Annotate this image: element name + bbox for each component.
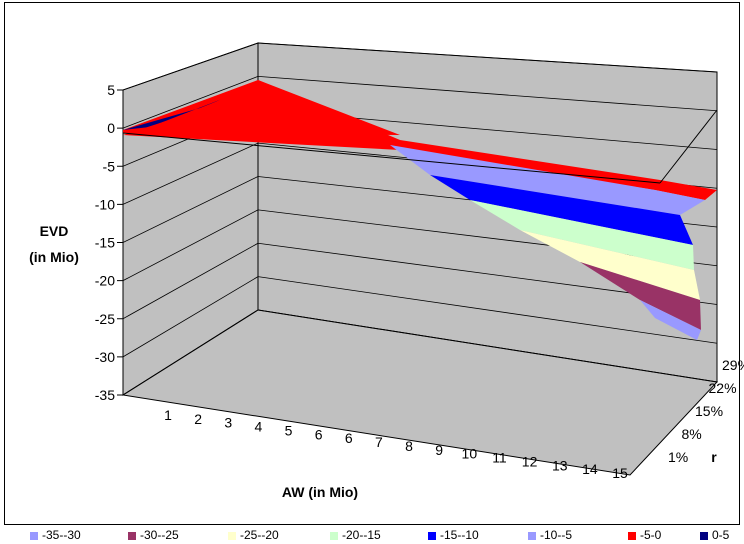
legend-swatch — [128, 531, 136, 540]
y-tick-label: 8% — [682, 426, 702, 442]
y-axis-title: r — [711, 449, 717, 465]
x-tick-label: 9 — [435, 442, 443, 458]
x-tick-label: 7 — [375, 434, 383, 450]
gridline-back — [257, 42, 718, 73]
gridline-side — [122, 76, 259, 129]
legend-label: -35--30 — [42, 528, 81, 542]
gridline-back — [257, 309, 718, 383]
surface — [122, 80, 718, 340]
legend-swatch — [700, 531, 708, 540]
x-tick-label: 12 — [522, 453, 538, 469]
x-tick-label: 3 — [224, 415, 232, 431]
gridline-back — [257, 75, 718, 112]
gridline-back — [257, 276, 718, 344]
x-tick-label: 11 — [492, 450, 507, 466]
gridline-side — [122, 276, 259, 358]
x-tick-label: 6 — [345, 430, 353, 446]
x-tick-label: 1 — [164, 407, 172, 423]
z-tick-label: -15 — [95, 235, 115, 251]
x-tick-label: 5 — [285, 422, 293, 438]
x-axis-title: AW (in Mio) — [282, 484, 358, 500]
y-tick-label: 1% — [668, 449, 688, 465]
z-axis: 5 0 -5 -10 -15 -20 -25 -30 -35 — [95, 82, 123, 403]
legend-label: -30--25 — [140, 528, 179, 542]
z-axis-title-line1: EVD — [40, 223, 69, 239]
z-tick-label: -5 — [103, 158, 116, 174]
surface-band-blue — [430, 175, 693, 245]
legend-label: -20--15 — [342, 528, 381, 542]
gridline-side — [122, 176, 259, 243]
x-tick-label: 6 — [315, 426, 323, 442]
legend-swatch — [428, 531, 436, 540]
y-axis: 29% 22% 15% 8% 1% — [668, 357, 744, 465]
surface-band-purple — [580, 262, 701, 330]
y-tick-label: 15% — [695, 403, 723, 419]
z-tick-label: -35 — [95, 387, 115, 403]
legend-label: -15--10 — [440, 528, 479, 542]
x-tick-label: 15 — [612, 465, 628, 481]
z-tick-label: -25 — [95, 311, 115, 327]
legend: -35--30 -30--25 -25--20 -20--15 -15--10 -10--… — [0, 526, 744, 544]
legend-swatch — [628, 531, 636, 540]
surface-plot: EVD (in Mio) AW (in Mio) r 5 0 -5 -10 -15 -20… — [29, 42, 744, 500]
y-tick-label: 29% — [722, 357, 744, 373]
legend-item: -20--15 — [330, 528, 381, 542]
legend-swatch — [30, 531, 38, 540]
z-tick-label: 5 — [107, 82, 115, 98]
x-tick-label: 14 — [582, 461, 598, 477]
z-tick-label: -10 — [95, 196, 115, 212]
surface-band-green — [470, 200, 694, 270]
surface-band-lavender — [640, 300, 701, 340]
legend-item: -30--25 — [128, 528, 179, 542]
x-tick-label: 8 — [405, 438, 413, 454]
x-tick-label: 10 — [462, 446, 478, 462]
legend-item: -35--30 — [30, 528, 81, 542]
x-tick-label: 2 — [194, 411, 202, 427]
legend-item: -25--20 — [228, 528, 279, 542]
gridlines — [122, 42, 718, 396]
legend-label: -25--20 — [240, 528, 279, 542]
x-tick-label: 13 — [552, 457, 568, 473]
x-tick-label: 4 — [255, 419, 263, 435]
surface-band-light — [390, 145, 705, 215]
legend-swatch — [330, 531, 338, 540]
legend-item: 0-5 — [700, 528, 729, 542]
surface-edge — [122, 132, 661, 184]
gridline-side — [122, 209, 259, 281]
legend-label: -10--5 — [540, 528, 573, 542]
z-tick-label: -30 — [95, 349, 115, 365]
z-tick-label: 0 — [107, 120, 115, 136]
surface-band-red — [123, 80, 717, 200]
legend-swatch — [528, 531, 536, 540]
z-axis-title-line2: (in Mio) — [29, 249, 79, 265]
legend-label: 0-5 — [712, 528, 730, 542]
legend-item: -5-0 — [628, 528, 661, 542]
surface-edge-right — [659, 109, 718, 184]
gridline-side — [122, 309, 259, 396]
x-axis: 1 2 3 4 5 6 6 7 8 9 10 11 12 13 14 15 — [164, 407, 628, 481]
gridline-side — [122, 242, 259, 320]
y-tick-label: 22% — [709, 380, 737, 396]
legend-swatch — [228, 531, 236, 540]
legend-item: -15--10 — [428, 528, 479, 542]
gridline-side — [122, 142, 259, 205]
gridline-side — [122, 42, 259, 91]
surface-band-yellow — [520, 230, 700, 300]
legend-label: -5-0 — [640, 528, 662, 542]
z-tick-label: -20 — [95, 273, 115, 289]
legend-item: -10--5 — [528, 528, 572, 542]
